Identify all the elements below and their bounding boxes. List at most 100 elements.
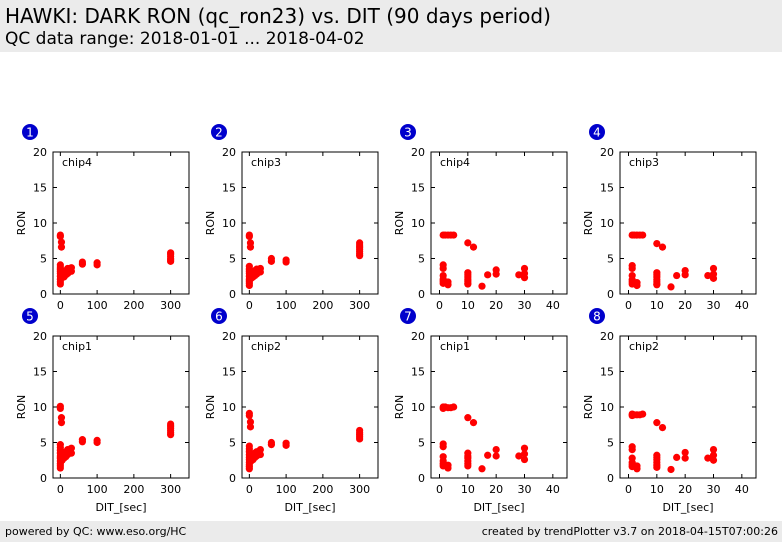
x-tick-label: 20 [678,299,692,312]
panel-badge-number: 5 [26,310,34,324]
page-subtitle: QC data range: 2018-01-01 ... 2018-04-02 [5,29,365,49]
plot-frame [52,335,190,479]
x-tick-label: 10 [461,299,475,312]
x-tick-label: 0 [436,483,443,496]
y-axis-label: RON [393,395,406,420]
data-point [484,451,492,459]
panel-badge-circle [211,308,227,324]
data-point [709,264,718,273]
data-point [667,465,675,474]
plot-frame [241,151,379,295]
x-tick-label: 20 [678,483,692,496]
data-point [356,435,364,443]
data-point [515,271,523,279]
page-title: HAWKI: DARK RON (qc_ron23) vs. DIT (90 d… [5,4,551,28]
chart-panel-7: 7 0 5 10 15 20 0 10 20 30 40 RON DIT_[sec] chip1 [393,308,568,514]
panel-badge-circle [22,124,38,140]
footer-timestamp: created by trendPlotter v3.7 on 2018-04-… [481,525,778,538]
y-tick-label: 0 [607,472,614,485]
data-point [282,258,290,266]
y-tick-label: 20 [222,146,236,159]
y-tick-label: 0 [607,288,614,301]
chip-label: chip1 [440,340,470,353]
data-point [484,271,492,279]
x-tick-label: 200 [123,483,144,496]
y-tick-label: 15 [222,366,236,379]
y-tick-label: 0 [418,472,425,485]
panel-badge-number: 8 [593,310,601,324]
data-point [469,243,478,251]
data-point [167,431,175,439]
y-tick-label: 10 [411,217,425,230]
data-point [709,451,718,459]
data-point [464,239,472,247]
y-tick-label: 15 [222,182,236,195]
y-tick-label: 15 [600,182,614,195]
y-tick-label: 20 [600,330,614,343]
data-point [515,452,523,460]
data-point [439,443,447,451]
data-point [709,456,718,464]
data-point [492,452,500,460]
data-point [653,281,661,289]
y-tick-label: 0 [40,288,47,301]
data-point [464,280,472,288]
x-axis-label: DIT_[sec] [662,501,713,514]
data-point [450,231,458,239]
data-point [520,450,529,458]
data-point [709,274,718,282]
footer-credit: powered by QC: www.eso.org/HC [5,525,187,538]
x-tick-label: 0 [57,483,64,496]
data-point [492,270,500,278]
footer-bar: powered by QC: www.eso.org/HC created by… [0,521,782,542]
x-tick-label: 30 [707,483,721,496]
x-tick-label: 30 [518,483,532,496]
panel-badge-number: 1 [26,126,34,140]
chip-label: chip1 [62,340,92,353]
panel-badge-number: 7 [404,310,412,324]
y-tick-label: 10 [33,401,47,414]
data-point [256,446,264,454]
y-tick-label: 20 [411,330,425,343]
panel-badge-circle [589,308,605,324]
data-point [356,252,364,260]
x-tick-label: 30 [518,299,532,312]
data-point [78,260,87,268]
y-axis-label: RON [582,211,595,236]
data-point [628,264,636,273]
y-tick-label: 20 [222,330,236,343]
panel-badge-number: 3 [404,126,412,140]
data-point [246,243,255,251]
data-point [681,448,689,457]
data-point [444,278,452,286]
data-point [520,274,529,282]
y-tick-label: 5 [607,437,614,450]
data-point [681,271,689,279]
x-tick-label: 0 [246,483,253,496]
panel-badge-circle [400,124,416,140]
y-tick-label: 15 [411,182,425,195]
x-tick-label: 40 [735,483,749,496]
panel-badge-number: 2 [215,126,223,140]
data-point [464,414,472,422]
panel-badge-number: 4 [593,126,601,140]
x-tick-label: 20 [489,483,503,496]
y-tick-label: 5 [607,253,614,266]
y-tick-label: 5 [40,253,47,266]
data-point [167,257,175,265]
data-point [492,446,500,454]
y-tick-label: 15 [33,182,47,195]
data-point [681,454,689,462]
data-point [653,239,661,248]
data-point [704,271,712,280]
y-tick-label: 10 [222,401,236,414]
x-tick-label: 200 [312,299,333,312]
data-point [633,462,641,470]
data-point [67,444,75,452]
x-tick-label: 10 [650,299,664,312]
data-point [78,438,87,446]
data-point [56,232,64,241]
data-point [653,463,661,471]
panel-badge-circle [211,124,227,140]
